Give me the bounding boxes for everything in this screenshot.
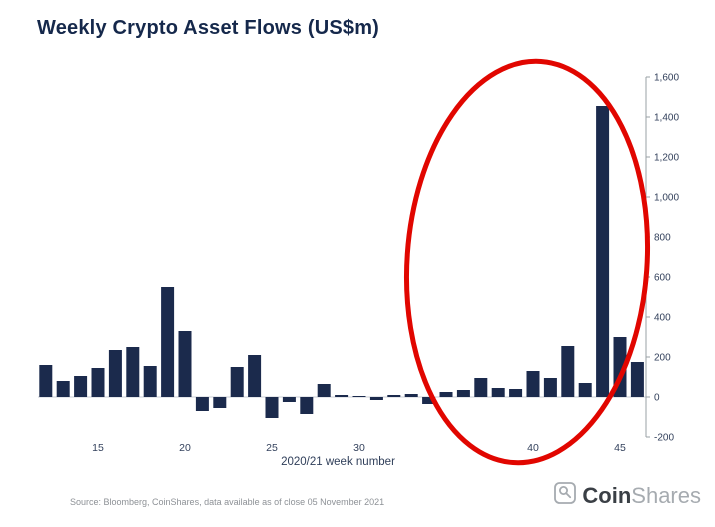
bar-week-17	[126, 347, 140, 397]
bar-week-39	[509, 389, 523, 397]
y-tick-label: 1,200	[654, 153, 679, 164]
bar-week-22	[213, 397, 227, 408]
bar-week-20	[178, 331, 192, 397]
x-tick-label: 40	[527, 442, 539, 454]
y-tick-label: 0	[654, 393, 660, 404]
bar-week-25	[265, 397, 279, 418]
bar-week-12	[39, 365, 53, 397]
bar-week-37	[474, 378, 488, 397]
bar-week-36	[456, 390, 470, 397]
y-tick-label: 1,000	[654, 193, 679, 204]
logo-word-coin: Coin	[582, 482, 632, 508]
bar-week-41	[543, 378, 557, 397]
annotation-ellipse	[403, 58, 651, 466]
bar-week-43	[578, 383, 592, 397]
bar-week-28	[317, 384, 331, 397]
bar-week-38	[491, 388, 505, 397]
y-tick-label: 400	[654, 313, 671, 324]
x-tick-label: 45	[614, 442, 626, 454]
coinshares-magnifier-icon	[553, 481, 577, 510]
bar-week-18	[143, 366, 157, 397]
bar-week-40	[526, 371, 540, 397]
bar-week-15	[91, 368, 105, 397]
bar-week-16	[108, 350, 122, 397]
bar-week-24	[248, 355, 262, 397]
bar-week-42	[561, 346, 575, 397]
bar-week-30	[352, 396, 366, 397]
coinshares-logo: CoinShares	[553, 481, 701, 510]
page-title: Weekly Crypto Asset Flows (US$m)	[37, 17, 380, 39]
source-note: Source: Bloomberg, CoinShares, data avai…	[70, 497, 385, 507]
bar-week-29	[335, 395, 349, 397]
bar-week-13	[56, 381, 70, 397]
logo-wordmark: CoinShares	[582, 483, 701, 509]
bar-week-32	[387, 395, 401, 397]
bar-week-14	[74, 376, 88, 397]
bar-week-19	[161, 287, 175, 397]
bar-week-27	[300, 397, 314, 414]
x-axis-title: 2020/21 week number	[281, 456, 395, 468]
y-tick-label: 1,600	[654, 73, 679, 84]
bar-week-34	[422, 397, 436, 404]
y-tick-label: 600	[654, 273, 671, 284]
bar-week-44	[596, 106, 610, 397]
bar-week-26	[282, 397, 296, 402]
bar-week-31	[369, 397, 383, 400]
bar-week-33	[404, 394, 418, 397]
y-tick-label: 800	[654, 233, 671, 244]
bar-week-21	[195, 397, 209, 411]
x-tick-label: 15	[92, 442, 104, 454]
x-tick-label: 30	[353, 442, 365, 454]
logo-word-shares: Shares	[631, 482, 701, 508]
x-tick-label: 20	[179, 442, 191, 454]
bar-week-46	[630, 362, 644, 397]
y-tick-label: -200	[654, 433, 674, 444]
bar-week-23	[230, 367, 244, 397]
bar-week-35	[439, 392, 453, 397]
y-tick-label: 1,400	[654, 113, 679, 124]
x-tick-label: 25	[266, 442, 278, 454]
y-tick-label: 200	[654, 353, 671, 364]
